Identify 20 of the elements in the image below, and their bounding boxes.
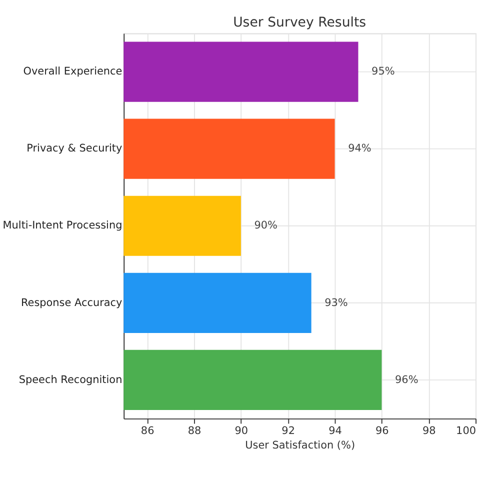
data-label: 90% [254,220,278,232]
x-tick-label: 96 [376,425,389,438]
y-tick-label: Privacy & Security [26,142,122,155]
data-label: 94% [348,142,372,155]
x-tick-label: 86 [140,425,154,438]
x-tick-label: 100 [456,425,476,438]
y-tick-label: Speech Recognition [18,374,122,386]
y-tick-label: Multi-Intent Processing [2,220,122,232]
data-label: 95% [372,66,395,78]
x-tick-label: 92 [282,425,295,438]
x-tick-label: 88 [188,425,202,438]
x-tick-label: 94 [328,425,342,438]
x-tick-label: 90 [234,425,248,438]
x-tick-label: 98 [422,425,436,438]
y-tick-label: Response Accuracy [20,296,122,309]
data-label: 96% [395,374,418,386]
data-label: 93% [324,296,348,309]
x-axis-title: User Satisfaction (%) [245,439,356,452]
chart-title: User Survey Results [233,16,366,31]
y-tick-label: Overall Experience [23,66,122,78]
